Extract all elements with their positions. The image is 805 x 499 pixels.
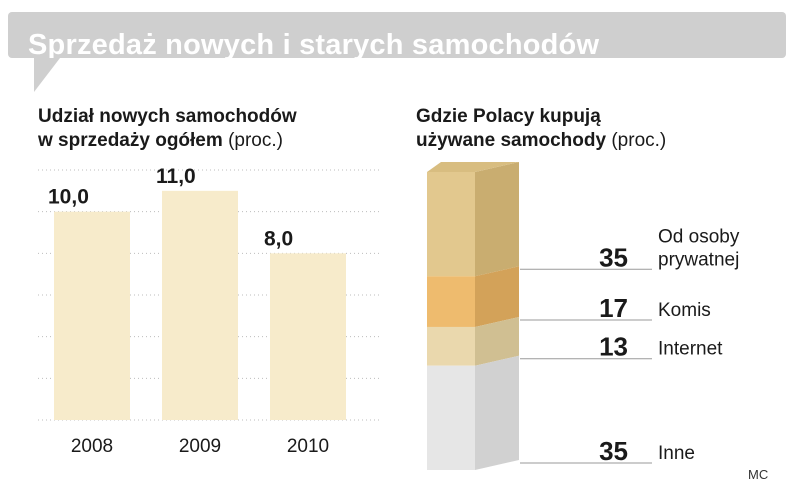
banner-title: Sprzedaż nowych i starych samochodów bbox=[28, 29, 600, 61]
column-segment-side bbox=[475, 355, 519, 470]
column-segment-side bbox=[475, 266, 519, 327]
x-tick-label: 2009 bbox=[179, 436, 221, 457]
segment-value-label: 17 bbox=[599, 293, 628, 323]
column-segment-front bbox=[427, 326, 475, 366]
column-segment-front bbox=[427, 172, 475, 277]
right-subtitle-line2: używane samochody bbox=[416, 130, 607, 151]
segment-category-label: Inne bbox=[658, 443, 695, 464]
column-segment-front bbox=[427, 365, 475, 470]
bar-2010 bbox=[270, 253, 346, 420]
segment-value-label: 13 bbox=[599, 332, 628, 362]
left-subtitle-line1: Udział nowych samochodów bbox=[38, 106, 297, 127]
right-subtitle-line1: Gdzie Polacy kupują bbox=[416, 106, 601, 127]
segment-category-label: Internet bbox=[658, 339, 723, 360]
bar-2008 bbox=[54, 211, 130, 420]
segment-category-label: Komis bbox=[658, 300, 711, 321]
credit-label: MC bbox=[748, 467, 769, 482]
right-subtitle-unit: (proc.) bbox=[611, 130, 667, 151]
left-subtitle-unit: (proc.) bbox=[228, 130, 283, 151]
title-banner: Sprzedaż nowych i starych samochodów bbox=[8, 12, 786, 61]
column-top-face bbox=[427, 162, 519, 172]
bar-value-label: 10,0 bbox=[48, 186, 89, 209]
column-segment-side bbox=[475, 162, 519, 277]
bar-value-label: 8,0 bbox=[264, 227, 293, 250]
segment-category-label: Od osoby bbox=[658, 226, 740, 247]
left-chart-subtitle: Udział nowych samochodów w sprzedaży ogó… bbox=[38, 105, 297, 153]
x-tick-label: 2010 bbox=[287, 436, 329, 457]
bar-value-label: 11,0 bbox=[156, 165, 196, 188]
banner-tail bbox=[34, 58, 60, 92]
column-segment-front bbox=[427, 276, 475, 327]
segment-category-label: prywatnej bbox=[658, 249, 739, 270]
x-tick-label: 2008 bbox=[71, 436, 113, 457]
column-segment-side bbox=[475, 316, 519, 366]
segment-value-label: 35 bbox=[599, 436, 628, 466]
bar-2009 bbox=[162, 190, 238, 420]
left-subtitle-line2: w sprzedaży ogółem bbox=[38, 130, 223, 151]
right-chart-subtitle: Gdzie Polacy kupują używane samochody (p… bbox=[416, 105, 666, 153]
segment-value-label: 35 bbox=[599, 242, 628, 272]
